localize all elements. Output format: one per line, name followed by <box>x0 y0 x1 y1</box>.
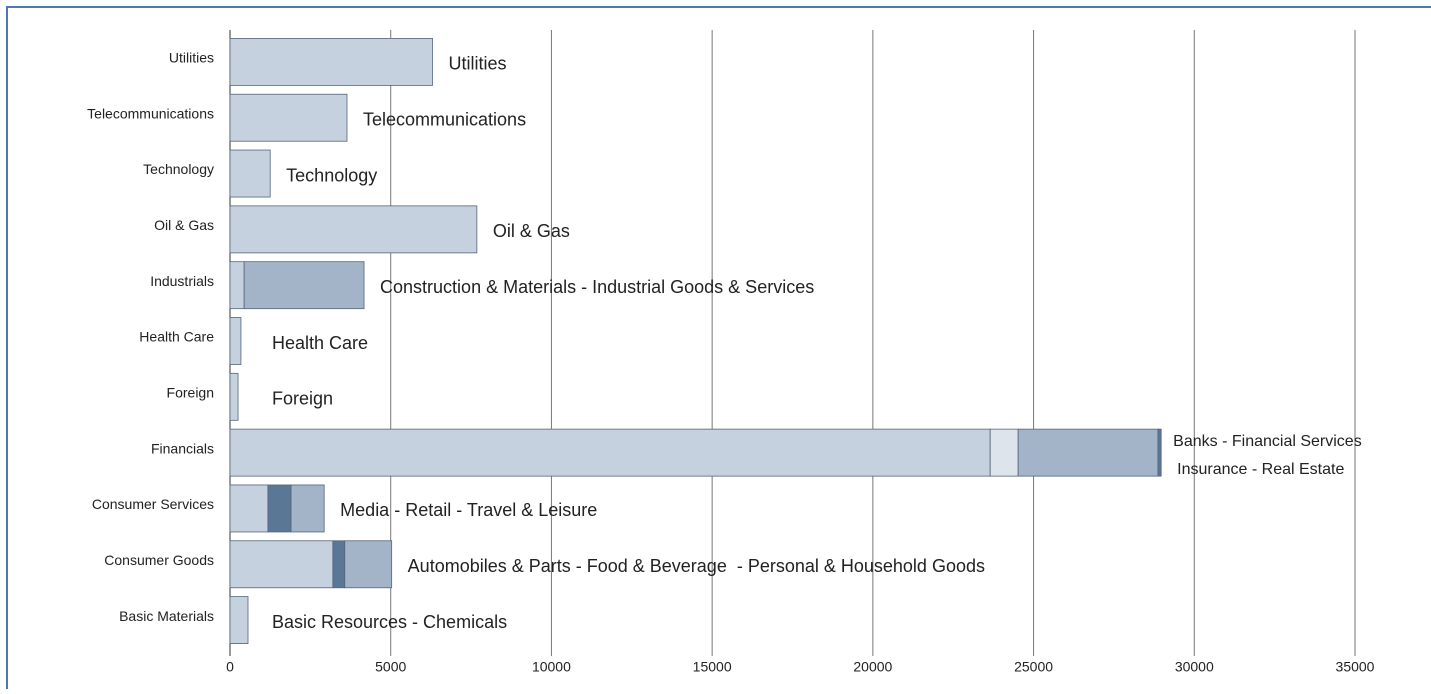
bar-segment <box>229 205 478 254</box>
bar-segment <box>229 261 245 310</box>
x-tick-label: 20000 <box>853 659 892 675</box>
bar-segment <box>267 484 292 533</box>
y-tick-label: Foreign <box>167 385 214 401</box>
y-tick-label: Technology <box>143 161 214 177</box>
bar-segment <box>229 484 269 533</box>
bar-segment <box>344 540 393 589</box>
bar-label: Utilities <box>449 54 507 74</box>
y-tick-label: Telecommunications <box>87 105 214 121</box>
y-tick-label: Utilities <box>169 50 214 66</box>
bar-segment <box>332 540 346 589</box>
x-tick-label: 30000 <box>1175 659 1214 675</box>
bar-label: Automobiles & Parts - Food & Beverage - … <box>408 556 985 576</box>
y-tick-label: Financials <box>151 440 214 456</box>
bar-label: Oil & Gas <box>493 221 570 241</box>
x-tick-label: 5000 <box>375 659 406 675</box>
x-tick-label: 0 <box>226 659 234 675</box>
y-tick-label: Industrials <box>150 273 214 289</box>
bar-label: Telecommunications <box>363 109 526 129</box>
frame <box>6 6 1431 694</box>
y-tick-label: Consumer Services <box>92 496 214 512</box>
x-tick-label: 10000 <box>532 659 571 675</box>
bar-segment <box>229 540 334 589</box>
bar-segment <box>229 596 249 644</box>
x-tick-label: 35000 <box>1336 659 1375 675</box>
x-tick-label: 25000 <box>1014 659 1053 675</box>
bar-label: Banks - Financial Services <box>1173 433 1362 450</box>
bar-segment <box>229 428 991 477</box>
bar-segment <box>989 428 1019 477</box>
bar-label: Media - Retail - Travel & Leisure <box>340 500 597 520</box>
bar-segment <box>229 38 433 86</box>
y-tick-label: Basic Materials <box>119 608 214 624</box>
bar-segment <box>1157 428 1162 477</box>
bar-label: Technology <box>286 165 377 185</box>
bar-segment <box>1017 428 1159 477</box>
x-tick-label: 15000 <box>693 659 732 675</box>
bar-label: Health Care <box>272 333 368 353</box>
bar-label: Basic Resources - Chemicals <box>272 612 507 632</box>
bar-label: Foreign <box>272 389 333 409</box>
bar-segment <box>229 149 271 198</box>
bar-label: Construction & Materials - Industrial Go… <box>380 277 814 297</box>
bar-segment <box>229 372 239 421</box>
bar-label: Insurance - Real Estate <box>1177 461 1344 478</box>
y-tick-label: Oil & Gas <box>154 217 214 233</box>
bar-segment <box>229 317 242 365</box>
bar-segment <box>229 93 348 142</box>
y-tick-label: Consumer Goods <box>104 552 214 568</box>
bar-segment <box>290 484 325 533</box>
bar-segment <box>243 261 365 310</box>
y-tick-label: Health Care <box>139 329 214 345</box>
